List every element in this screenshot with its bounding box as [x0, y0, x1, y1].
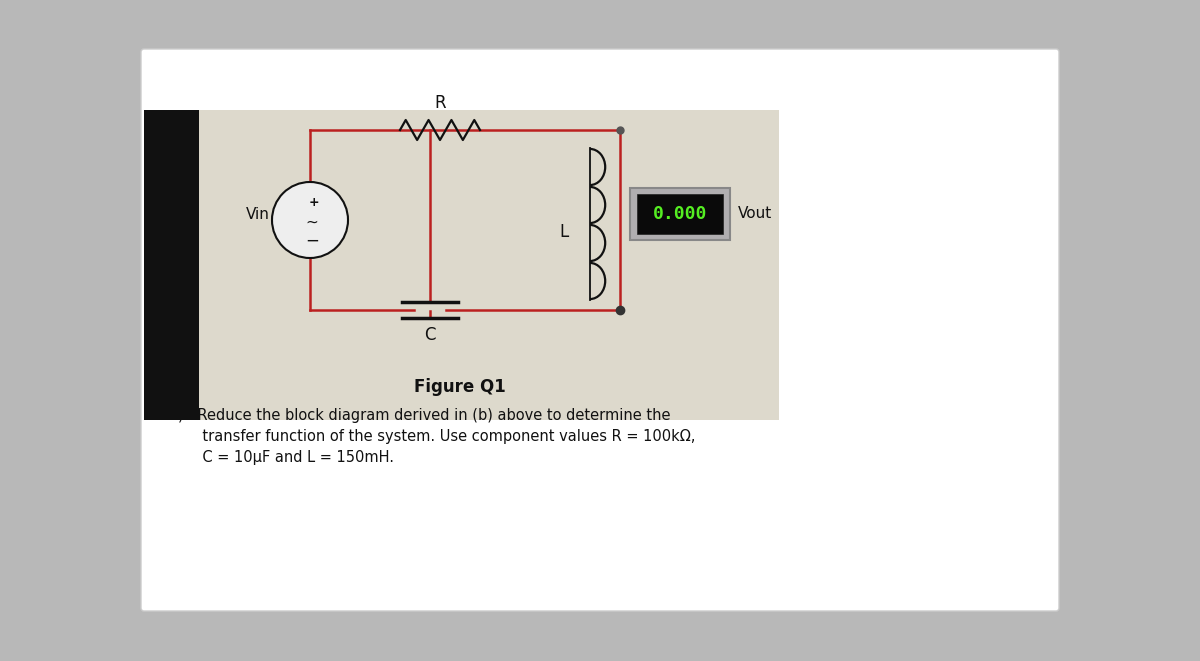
- Text: 0.000: 0.000: [653, 205, 707, 223]
- Text: L: L: [559, 223, 569, 241]
- Bar: [144, 110, 199, 420]
- Circle shape: [272, 182, 348, 258]
- Text: Vin: Vin: [246, 207, 270, 222]
- Bar: [637, 194, 722, 234]
- Bar: [199, 110, 779, 420]
- Text: c)   Reduce the block diagram derived in (b) above to determine the
       trans: c) Reduce the block diagram derived in (…: [170, 408, 695, 465]
- Text: C: C: [425, 326, 436, 344]
- Text: R: R: [434, 94, 446, 112]
- Text: Vout: Vout: [738, 206, 773, 221]
- Text: −: −: [305, 232, 319, 250]
- Bar: [630, 188, 730, 240]
- Text: ~: ~: [306, 214, 318, 229]
- FancyBboxPatch shape: [142, 49, 1060, 611]
- Text: +: +: [308, 196, 319, 210]
- Text: Figure Q1: Figure Q1: [414, 378, 506, 396]
